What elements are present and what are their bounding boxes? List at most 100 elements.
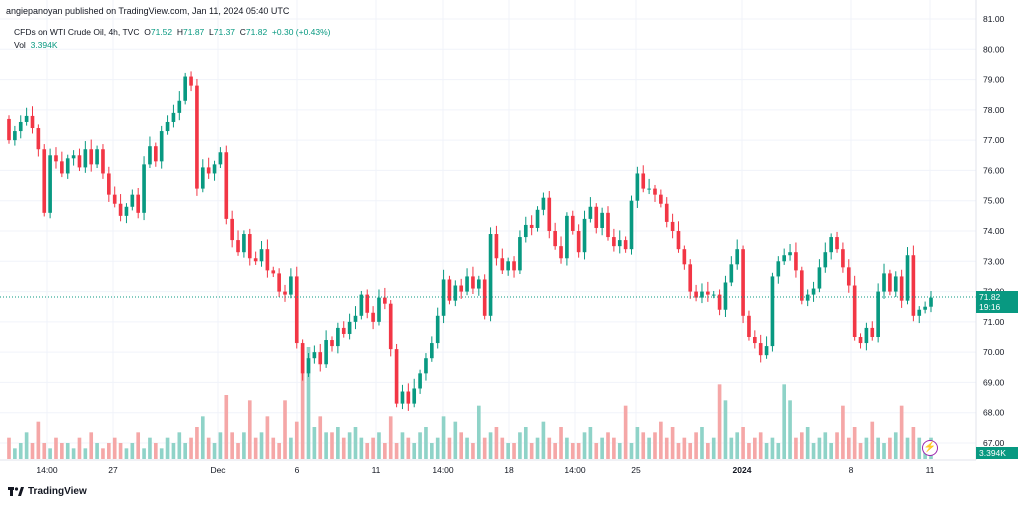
volume-bar xyxy=(823,432,828,459)
candlestick-series xyxy=(7,71,933,411)
publisher-line: angiepanoyan published on TradingView.co… xyxy=(6,6,290,16)
volume-bar xyxy=(612,437,616,459)
volume-bar xyxy=(876,437,880,459)
candle-body xyxy=(494,234,499,259)
candle-body xyxy=(676,231,681,250)
volume-bar xyxy=(383,443,387,459)
volume-bar xyxy=(488,432,493,459)
candle-body xyxy=(899,276,904,301)
volume-bar xyxy=(829,443,833,459)
candle-body xyxy=(623,240,628,250)
volume-bar xyxy=(694,432,698,459)
volume-bar xyxy=(623,405,628,459)
candle-body xyxy=(852,285,857,337)
candle-body xyxy=(95,149,99,165)
lightning-icon[interactable]: ⚡ xyxy=(922,440,938,456)
candle-body xyxy=(365,294,370,313)
volume-bar xyxy=(717,384,722,459)
volume-bar xyxy=(570,443,575,459)
volume-bar xyxy=(42,443,47,459)
candle-body xyxy=(306,358,311,374)
candle-body xyxy=(805,294,810,301)
candle-body xyxy=(277,273,281,292)
volume-bar xyxy=(394,443,399,459)
volume-bar xyxy=(518,432,522,459)
tradingview-logo[interactable]: TradingView xyxy=(8,486,87,497)
candle-body xyxy=(400,391,405,404)
candle-body xyxy=(312,352,317,359)
candle-body xyxy=(412,388,417,404)
low-value: 71.37 xyxy=(213,27,236,37)
volume-bar xyxy=(247,400,252,459)
candle-body xyxy=(664,203,669,222)
volume-bar xyxy=(641,432,646,459)
volume-bar xyxy=(917,437,922,459)
price-tick-label: 68.00 xyxy=(983,408,1005,418)
volume-bar xyxy=(259,432,264,459)
candle-body xyxy=(18,121,23,132)
candle-body xyxy=(377,297,381,322)
volume-bar xyxy=(400,432,405,459)
candle-body xyxy=(864,327,869,344)
candle-body xyxy=(171,112,176,122)
volume-bar xyxy=(294,421,299,459)
volume-value: 3.394K xyxy=(30,40,58,50)
volume-bar xyxy=(529,443,534,459)
candle-body xyxy=(653,188,657,195)
high-label: H xyxy=(176,27,183,37)
candle-body xyxy=(371,312,375,322)
candle-body xyxy=(83,149,88,168)
volume-bar xyxy=(171,443,176,459)
volume-label[interactable]: Vol xyxy=(14,40,26,50)
candle-body xyxy=(717,294,722,310)
candle-body xyxy=(36,128,41,150)
candle-body xyxy=(506,261,510,271)
volume-bar xyxy=(89,432,94,459)
volume-bar xyxy=(336,427,340,459)
volume-bar xyxy=(101,448,105,459)
volume-bar xyxy=(770,437,775,459)
candle-body xyxy=(923,306,927,310)
candle-body xyxy=(265,249,270,271)
candle-body xyxy=(112,194,117,204)
candle-body xyxy=(612,237,616,247)
volume-bar xyxy=(459,432,464,459)
volume-bar xyxy=(112,437,117,459)
volume-bar xyxy=(817,437,822,459)
volume-bar xyxy=(435,437,440,459)
candle-body xyxy=(565,215,569,259)
candle-body xyxy=(529,224,534,228)
time-tick-label: 11 xyxy=(372,465,381,475)
candle-body xyxy=(341,327,346,334)
volume-bar xyxy=(682,437,687,459)
candle-body xyxy=(224,152,229,219)
close-label: C xyxy=(239,27,246,37)
candle-body xyxy=(753,337,757,344)
candle-body xyxy=(535,209,540,228)
volume-bar xyxy=(911,427,916,459)
candle-body xyxy=(770,276,775,347)
volume-bar xyxy=(353,427,358,459)
candle-body xyxy=(670,221,675,231)
price-tick-label: 67.00 xyxy=(983,438,1005,448)
symbol-name[interactable]: CFDs on WTI Crude Oil, 4h, TVC xyxy=(14,27,140,37)
volume-bar xyxy=(177,432,182,459)
low-label: L xyxy=(209,27,214,37)
candle-body xyxy=(547,197,552,231)
volume-bar xyxy=(588,427,593,459)
candle-body xyxy=(130,194,135,207)
candle-body xyxy=(271,270,276,274)
volume-bar xyxy=(230,432,234,459)
candle-body xyxy=(905,255,910,301)
volume-bar xyxy=(764,443,769,459)
volume-bar xyxy=(212,443,217,459)
candle-body xyxy=(159,131,164,162)
volume-bar xyxy=(107,443,111,459)
candle-body xyxy=(929,297,933,307)
candle-body xyxy=(858,337,863,344)
volume-bars xyxy=(7,347,933,459)
volume-bar xyxy=(559,427,563,459)
volume-bar xyxy=(60,443,64,459)
price-tick-label: 81.00 xyxy=(983,14,1005,24)
